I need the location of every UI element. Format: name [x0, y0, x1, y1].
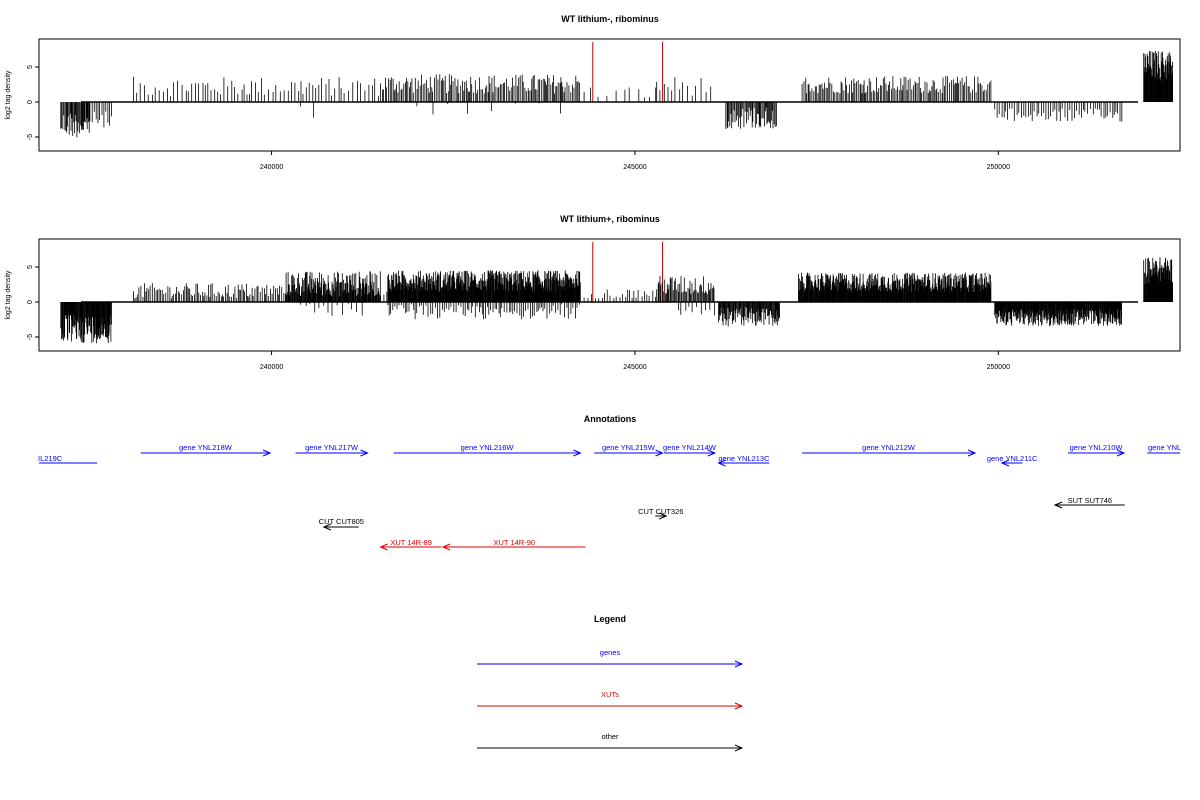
- arrow-head-icon: [573, 449, 582, 457]
- y-tick-label: 0: [27, 300, 34, 304]
- feature-label: gene YNL210W: [1070, 443, 1124, 452]
- y-axis: -5 0 5: [27, 265, 40, 340]
- y-tick-label: 0: [27, 100, 34, 104]
- arrow-head-icon: [1000, 459, 1010, 467]
- feature-label: gene YNL217W: [305, 443, 359, 452]
- feature-label: gene YNL214W: [663, 443, 717, 452]
- y-axis-title: log2 tag density: [5, 70, 12, 120]
- legend-item: genes: [477, 648, 744, 668]
- x-axis: 240000 245000 250000: [260, 151, 1010, 171]
- plot-frame: [38, 238, 1181, 352]
- feature-label: gene YNL216W: [461, 443, 515, 452]
- legend-label: XUTs: [601, 690, 619, 699]
- annotation-feature: XUT 14R-89: [379, 538, 442, 551]
- feature-label: gene YNL213C: [718, 454, 770, 463]
- annotations-title: Annotations: [584, 414, 637, 424]
- x-tick-label: 250000: [987, 364, 1010, 371]
- legend-label: other: [601, 732, 619, 741]
- plot-frame: [38, 38, 1181, 152]
- legend-item: XUTs: [477, 690, 744, 710]
- reference-lines: [592, 42, 664, 102]
- annotation-features: IL219C gene YNL218W gene YNL217W gene YNL21…: [38, 443, 1181, 551]
- annotation-feature: gene YNL218W: [140, 443, 272, 457]
- y-tick-label: 5: [27, 65, 34, 69]
- y-axis-title: log2 tag density: [5, 270, 12, 320]
- arrow-head-icon: [655, 449, 664, 457]
- feature-label: gene YNL215W: [602, 443, 656, 452]
- arrow-head-icon: [658, 512, 668, 520]
- feature-label: gene YNL218W: [179, 443, 233, 452]
- tag-density-bars: [60, 257, 1173, 344]
- arrow-head-icon: [262, 449, 272, 457]
- y-tick-label: -5: [27, 334, 34, 340]
- annotation-feature: gene YNL214W: [663, 443, 717, 457]
- tag-density-bars: [60, 51, 1173, 138]
- annotation-feature: gene YNL: [1147, 443, 1181, 454]
- reference-lines: [592, 242, 664, 302]
- x-tick-label: 250000: [987, 164, 1010, 171]
- arrow-head-icon: [379, 543, 388, 551]
- arrow-head-icon: [1116, 449, 1126, 457]
- feature-label: SUT SUT746: [1068, 496, 1112, 505]
- feature-label: CUT CUT326: [638, 507, 683, 516]
- x-tick-label: 245000: [623, 164, 646, 171]
- legend-item: other: [477, 732, 744, 752]
- track-title: WT lithium-, ribominus: [561, 14, 659, 24]
- arrow-head-icon: [441, 543, 451, 551]
- annotation-feature: gene YNL216W: [393, 443, 582, 457]
- feature-label: gene YNL: [1148, 443, 1181, 452]
- arrow-head-icon: [734, 660, 744, 668]
- feature-label: XUT 14R-89: [390, 538, 432, 547]
- track-title: WT lithium+, ribominus: [560, 214, 660, 224]
- annotation-feature: CUT CUT326: [638, 507, 683, 520]
- track-panel-lithium-plus: WT lithium+, ribominus -5 0 5 240000 245000…: [5, 214, 1181, 371]
- annotation-feature: CUT CUT805: [319, 517, 364, 531]
- feature-label: gene YNL211C: [987, 454, 1038, 463]
- x-tick-label: 245000: [623, 364, 646, 371]
- legend-title: Legend: [594, 614, 626, 624]
- arrow-head-icon: [360, 449, 369, 457]
- arrow-head-icon: [707, 449, 717, 457]
- annotations-panel: Annotations IL219C gene YNL218W gene YNL21…: [38, 414, 1181, 551]
- feature-label: CUT CUT805: [319, 517, 364, 526]
- x-tick-label: 240000: [260, 164, 283, 171]
- arrow-head-icon: [717, 459, 726, 467]
- y-tick-label: 5: [27, 265, 34, 269]
- annotation-feature: gene YNL210W: [1068, 443, 1126, 457]
- annotation-feature: IL219C: [38, 454, 98, 464]
- x-axis: 240000 245000 250000: [260, 351, 1010, 371]
- legend-label: genes: [600, 648, 621, 657]
- annotation-feature: gene YNL213C: [717, 454, 770, 467]
- arrow-head-icon: [734, 744, 744, 752]
- feature-label: XUT 14R-90: [494, 538, 536, 547]
- annotation-feature: XUT 14R-90: [441, 538, 586, 551]
- track-panel-lithium-minus: WT lithium-, ribominus -5 0 5 240000 245000…: [5, 14, 1181, 171]
- arrow-head-icon: [322, 523, 332, 531]
- arrow-head-icon: [967, 449, 977, 457]
- feature-label: IL219C: [38, 454, 63, 463]
- annotation-feature: gene YNL212W: [802, 443, 977, 457]
- legend-panel: Legend genes XUTs other: [477, 614, 744, 752]
- legend-items: genes XUTs other: [477, 648, 744, 752]
- annotation-feature: SUT SUT746: [1053, 496, 1125, 509]
- feature-label: gene YNL212W: [862, 443, 916, 452]
- annotation-feature: gene YNL217W: [295, 443, 369, 457]
- arrow-head-icon: [734, 702, 744, 710]
- arrow-head-icon: [1053, 501, 1063, 509]
- annotation-feature: gene YNL215W: [594, 443, 664, 457]
- y-axis: -5 0 5: [27, 65, 40, 140]
- x-tick-label: 240000: [260, 364, 283, 371]
- annotation-feature: gene YNL211C: [987, 454, 1038, 467]
- y-tick-label: -5: [27, 134, 34, 140]
